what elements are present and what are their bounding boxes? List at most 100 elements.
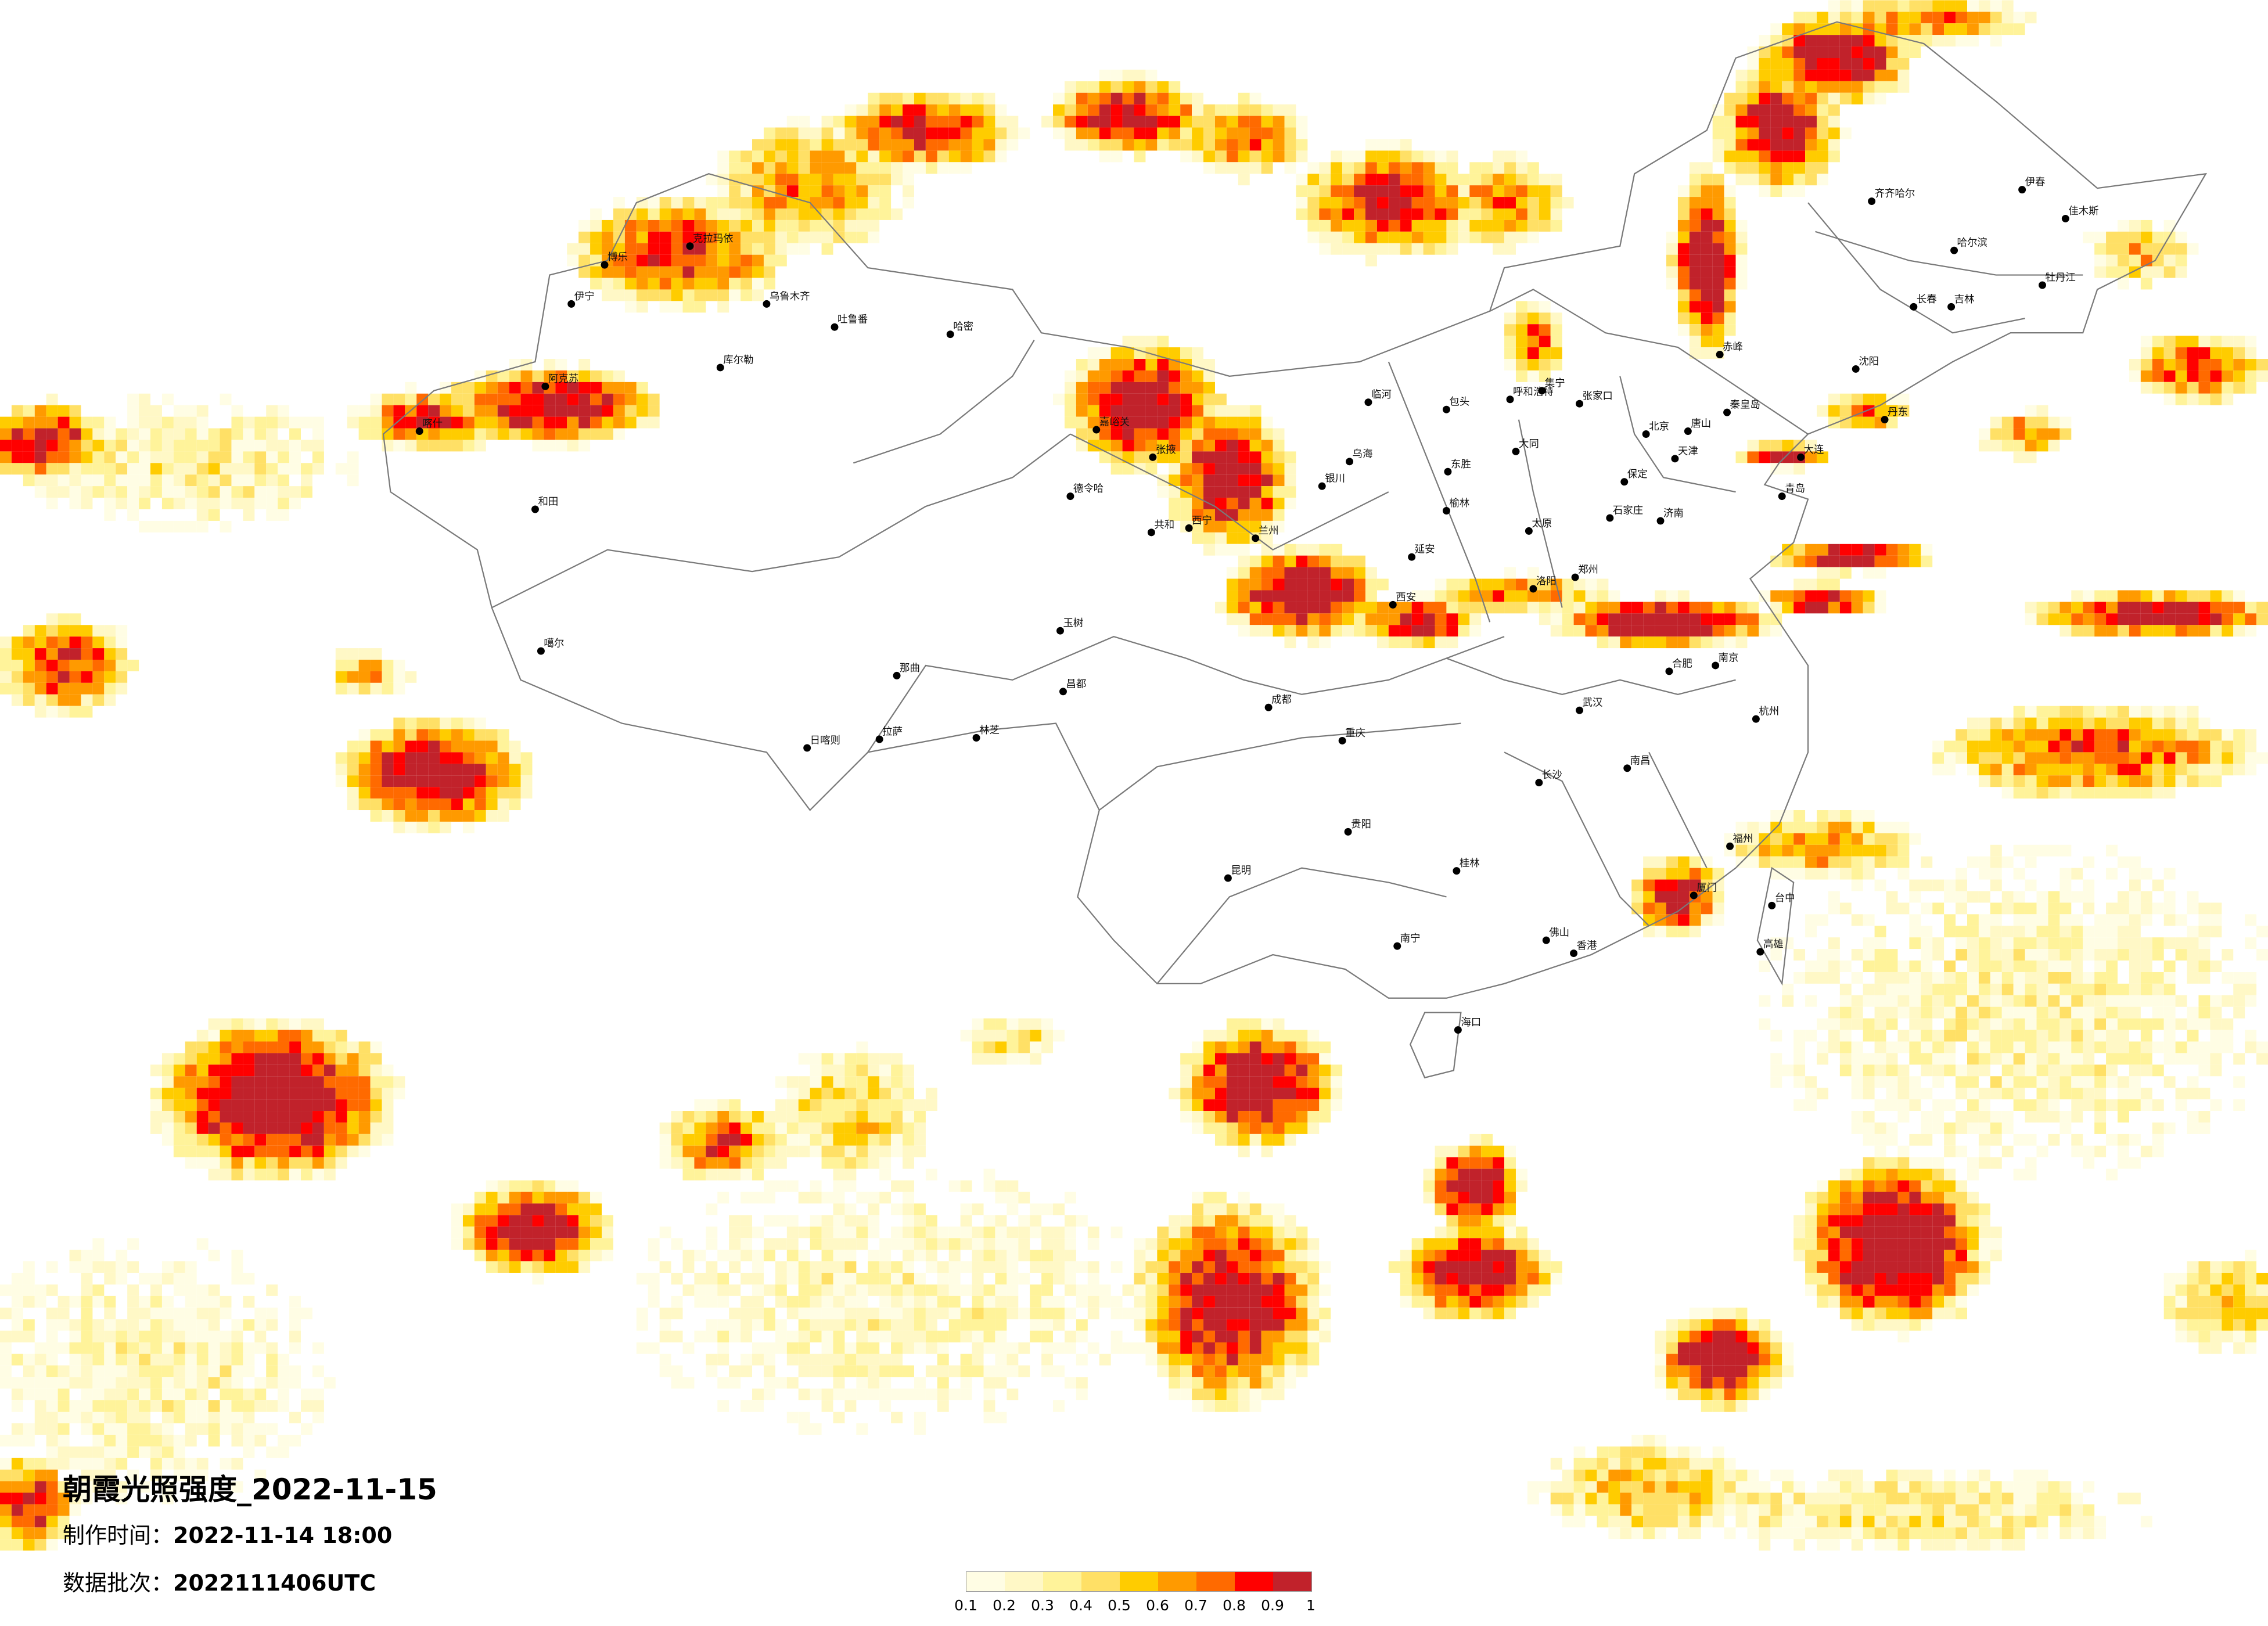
- intensity-cell: [474, 382, 486, 394]
- intensity-cell: [1839, 1030, 1852, 1042]
- intensity-cell: [243, 1272, 255, 1285]
- intensity-cell: [1828, 1238, 1840, 1250]
- intensity-cell: [2094, 775, 2107, 787]
- intensity-cell: [289, 1030, 301, 1042]
- intensity-cell: [1064, 382, 1076, 394]
- intensity-cell: [1365, 185, 1377, 197]
- intensity-cell: [2036, 1006, 2048, 1019]
- intensity-cell: [1342, 567, 1354, 579]
- intensity-cell: [1064, 405, 1076, 417]
- intensity-cell: [1724, 116, 1736, 128]
- intensity-cell: [671, 1157, 683, 1169]
- intensity-cell: [208, 1053, 220, 1065]
- intensity-cell: [821, 174, 833, 186]
- intensity-cell: [1886, 1064, 1898, 1077]
- intensity-cell: [682, 208, 695, 220]
- intensity-cell: [1897, 1111, 1910, 1123]
- intensity-cell: [1018, 1272, 1030, 1285]
- intensity-cell: [266, 1157, 278, 1169]
- intensity-cell: [266, 1030, 278, 1042]
- intensity-cell: [347, 1099, 359, 1111]
- intensity-cell: [1446, 208, 1458, 220]
- intensity-cell: [1018, 1041, 1030, 1053]
- intensity-cell: [1122, 1284, 1134, 1296]
- intensity-cell: [254, 463, 267, 475]
- intensity-cell: [116, 451, 128, 463]
- intensity-cell: [2106, 602, 2118, 614]
- intensity-cell: [1527, 174, 1539, 186]
- intensity-cell: [46, 498, 58, 510]
- intensity-cell: [729, 289, 741, 301]
- intensity-cell: [2106, 983, 2118, 995]
- intensity-cell: [844, 197, 857, 208]
- intensity-cell: [914, 127, 926, 139]
- intensity-cell: [509, 416, 521, 429]
- intensity-cell: [1724, 104, 1736, 116]
- intensity-cell: [2071, 926, 2083, 938]
- intensity-cell: [2140, 752, 2152, 764]
- intensity-cell: [1261, 1215, 1273, 1227]
- intensity-cell: [1677, 185, 1690, 197]
- intensity-cell: [1967, 949, 1979, 961]
- intensity-cell: [1932, 1099, 1944, 1111]
- intensity-cell: [798, 150, 810, 163]
- intensity-cell: [1944, 914, 1956, 926]
- intensity-cell: [903, 185, 914, 197]
- intensity-cell: [995, 1284, 1007, 1296]
- intensity-cell: [1469, 162, 1482, 174]
- intensity-cell: [682, 1261, 695, 1273]
- intensity-cell: [312, 1064, 324, 1077]
- intensity-cell: [1863, 937, 1875, 949]
- intensity-cell: [2152, 602, 2164, 614]
- intensity-cell: [278, 1076, 290, 1088]
- intensity-cell: [2071, 972, 2083, 984]
- intensity-cell: [254, 474, 267, 487]
- intensity-cell: [2187, 1018, 2199, 1030]
- intensity-cell: [139, 1272, 151, 1285]
- intensity-cell: [278, 416, 290, 429]
- intensity-cell: [2048, 1030, 2060, 1042]
- intensity-cell: [2059, 602, 2072, 614]
- intensity-cell: [1365, 602, 1377, 614]
- intensity-cell: [613, 254, 625, 267]
- intensity-cell: [1956, 752, 1967, 764]
- intensity-cell: [1990, 937, 2002, 949]
- intensity-cell: [1978, 1099, 1990, 1111]
- intensity-cell: [694, 266, 706, 278]
- intensity-cell: [1990, 775, 2002, 787]
- intensity-cell: [1909, 1250, 1921, 1262]
- intensity-cell: [2198, 752, 2211, 764]
- intensity-cell: [602, 382, 613, 394]
- intensity-cell: [1863, 0, 1875, 12]
- intensity-cell: [1469, 1284, 1482, 1296]
- intensity-cell: [2048, 717, 2060, 729]
- intensity-cell: [1238, 544, 1250, 556]
- intensity-cell: [752, 278, 764, 290]
- intensity-cell: [1493, 1168, 1505, 1181]
- intensity-cell: [2001, 1088, 2014, 1100]
- intensity-cell: [2129, 1088, 2141, 1100]
- intensity-cell: [1724, 208, 1736, 220]
- intensity-cell: [1863, 810, 1875, 822]
- intensity-cell: [1226, 498, 1238, 510]
- intensity-cell: [2129, 602, 2141, 614]
- intensity-cell: [1261, 1272, 1273, 1285]
- intensity-cell: [648, 1250, 660, 1262]
- intensity-cell: [1990, 729, 2002, 741]
- intensity-cell: [1435, 590, 1447, 602]
- intensity-cell: [1944, 1030, 1956, 1042]
- intensity-cell: [1793, 1250, 1806, 1262]
- intensity-cell: [1897, 1180, 1910, 1192]
- intensity-cell: [1296, 150, 1308, 163]
- intensity-cell: [150, 1099, 162, 1111]
- intensity-cell: [2256, 1272, 2268, 1285]
- intensity-cell: [1388, 1261, 1400, 1273]
- intensity-cell: [752, 1261, 764, 1273]
- intensity-cell: [2198, 359, 2211, 370]
- intensity-cell: [1134, 416, 1146, 429]
- intensity-cell: [440, 428, 452, 440]
- intensity-cell: [1527, 220, 1539, 232]
- intensity-cell: [104, 463, 116, 475]
- intensity-cell: [786, 150, 799, 163]
- intensity-cell: [0, 416, 12, 429]
